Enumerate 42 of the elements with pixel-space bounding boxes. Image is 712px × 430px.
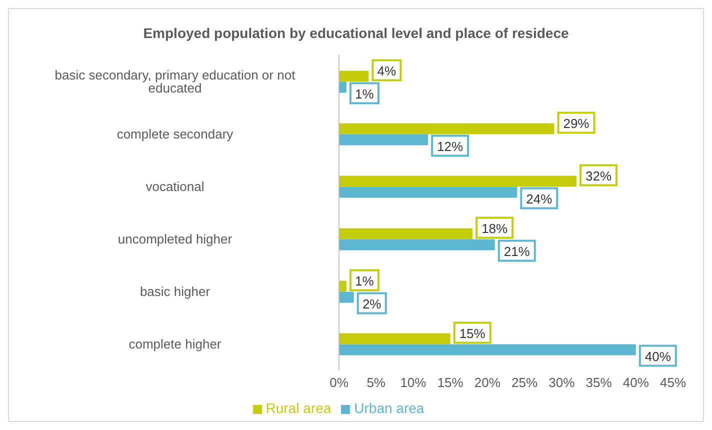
data-label: 1% — [355, 273, 374, 288]
bar — [339, 134, 428, 146]
y-tick-label: basic secondary, primary education or not educated — [54, 67, 296, 96]
bar — [339, 186, 518, 198]
data-label: 21% — [504, 244, 530, 259]
legend-label: Urban area — [354, 400, 424, 416]
legend-label: Rural area — [266, 400, 332, 416]
bar — [339, 333, 450, 344]
data-label: 29% — [563, 116, 590, 131]
data-label: 1% — [355, 86, 374, 102]
y-tick-label: vocational — [146, 178, 204, 194]
bar — [339, 228, 473, 240]
data-label: 4% — [377, 63, 397, 78]
y-tick-label: complete higher — [128, 336, 222, 352]
x-tick-label: 35% — [586, 375, 612, 390]
y-tick-label: complete secondary — [116, 126, 234, 142]
data-label: 2% — [362, 296, 382, 312]
data-label: 12% — [437, 138, 464, 154]
bar — [339, 123, 554, 134]
y-tick-label: basic higher — [140, 284, 211, 299]
x-tick-label: 15% — [437, 375, 464, 390]
x-tick-label: 40% — [622, 375, 650, 390]
y-tick-label: uncompleted higher — [118, 231, 233, 246]
x-tick-label: 0% — [330, 375, 349, 390]
bar — [339, 344, 636, 356]
bar — [339, 292, 354, 303]
data-label: 32% — [585, 168, 612, 184]
bar — [339, 280, 346, 292]
x-tick-label: 30% — [548, 375, 576, 390]
chart-title: Employed population by educational level and place of residece — [142, 25, 570, 43]
data-label: 40% — [644, 348, 672, 364]
bar — [339, 239, 495, 250]
bar — [339, 176, 577, 187]
bar — [339, 82, 346, 93]
x-tick-label: 45% — [660, 375, 686, 390]
x-tick-label: 10% — [400, 375, 427, 390]
x-tick-label: 25% — [512, 375, 538, 390]
data-label: 24% — [526, 191, 553, 206]
data-label: 18% — [482, 220, 508, 236]
x-tick-label: 5% — [366, 375, 386, 390]
x-tick-label: 20% — [474, 375, 501, 390]
data-label: 15% — [459, 326, 486, 341]
